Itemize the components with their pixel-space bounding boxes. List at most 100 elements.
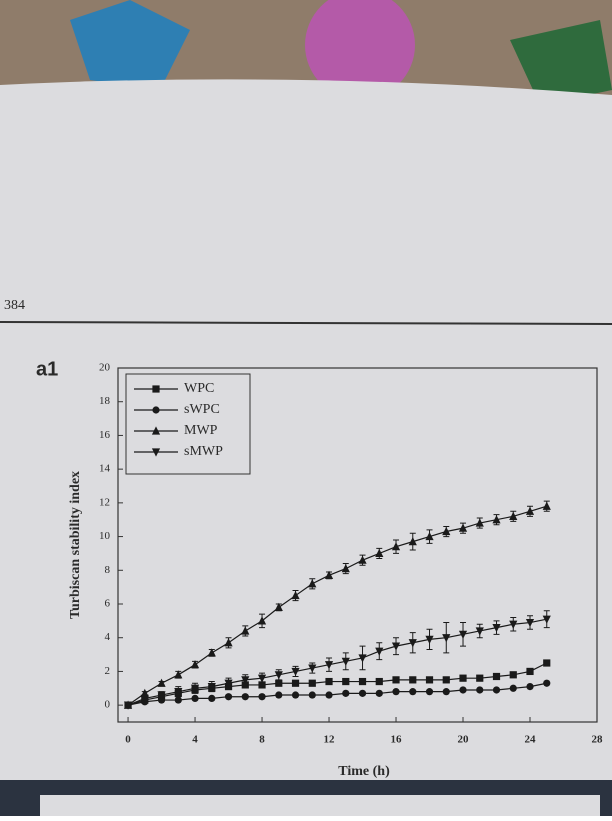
- y-tick-label: 10: [99, 530, 111, 542]
- marker: [425, 676, 434, 684]
- marker: [509, 620, 518, 629]
- y-tick-label: 0: [105, 699, 111, 711]
- marker: [476, 686, 484, 694]
- marker: [425, 635, 434, 644]
- marker: [542, 615, 551, 624]
- decor: [305, 0, 415, 100]
- marker: [408, 639, 417, 648]
- marker: [375, 677, 383, 686]
- marker: [151, 426, 161, 435]
- marker: [392, 676, 400, 684]
- marker: [151, 448, 161, 457]
- x-tick-label: 8: [259, 734, 265, 746]
- x-axis-label: Time (h): [338, 764, 390, 779]
- marker: [325, 677, 333, 686]
- marker: [325, 691, 333, 699]
- marker: [342, 689, 350, 697]
- marker: [190, 660, 200, 669]
- marker: [174, 670, 183, 679]
- marker: [492, 686, 501, 694]
- marker: [358, 654, 367, 663]
- marker: [425, 688, 434, 696]
- legend-label: sWPC: [184, 402, 220, 417]
- marker: [275, 679, 283, 687]
- marker: [459, 674, 467, 682]
- y-tick-label: 20: [99, 362, 111, 374]
- marker: [224, 679, 233, 688]
- marker: [391, 542, 401, 551]
- marker: [308, 579, 317, 588]
- marker: [208, 694, 216, 703]
- marker: [543, 659, 551, 667]
- x-tick-label: 20: [458, 734, 470, 746]
- marker: [526, 667, 534, 676]
- marker: [291, 667, 300, 677]
- marker: [475, 627, 484, 636]
- x-tick-label: 12: [324, 734, 336, 746]
- panel-label: a1: [36, 358, 58, 380]
- marker: [207, 648, 216, 657]
- y-axis-label: Turbiscan stability index: [68, 471, 83, 619]
- marker: [174, 696, 182, 704]
- marker: [123, 701, 133, 710]
- decor: [70, 0, 190, 90]
- marker: [257, 674, 267, 683]
- marker: [525, 506, 535, 515]
- legend-label: WPC: [184, 381, 214, 396]
- marker: [308, 679, 316, 687]
- marker: [458, 523, 468, 532]
- marker: [492, 672, 501, 681]
- marker: [509, 511, 518, 520]
- x-tick-label: 0: [125, 734, 131, 746]
- marker: [409, 676, 417, 684]
- marker: [459, 686, 467, 694]
- marker: [274, 602, 283, 611]
- marker: [492, 515, 501, 524]
- legend-box: [125, 373, 251, 475]
- marker: [391, 642, 401, 651]
- marker: [442, 634, 451, 643]
- marker: [358, 689, 367, 697]
- marker: [392, 688, 400, 696]
- marker: [509, 671, 517, 679]
- marker: [241, 693, 249, 701]
- marker: [140, 694, 149, 703]
- marker: [458, 630, 468, 639]
- marker: [358, 677, 367, 686]
- marker: [475, 518, 484, 527]
- marker: [341, 657, 350, 666]
- rule: [0, 321, 612, 325]
- marker: [542, 501, 551, 510]
- marker: [409, 688, 417, 696]
- decor: [510, 20, 612, 105]
- y-tick-label: 2: [105, 665, 111, 677]
- marker: [152, 385, 160, 393]
- marker: [358, 555, 367, 564]
- marker: [152, 406, 160, 414]
- series-line: [127, 505, 547, 706]
- marker: [526, 683, 534, 691]
- marker: [509, 684, 517, 692]
- y-tick-label: 4: [105, 631, 111, 643]
- marker: [442, 688, 450, 696]
- marker: [543, 679, 551, 687]
- marker: [525, 618, 535, 628]
- marker: [157, 678, 166, 687]
- marker: [408, 537, 417, 546]
- y-tick-label: 18: [99, 395, 111, 407]
- marker: [157, 691, 166, 700]
- marker: [375, 647, 384, 656]
- marker: [425, 531, 434, 541]
- y-tick-label: 6: [105, 598, 111, 610]
- marker: [275, 691, 283, 699]
- paper: [0, 79, 612, 816]
- marker: [308, 691, 316, 699]
- marker: [291, 691, 300, 699]
- marker: [191, 694, 199, 703]
- marker: [241, 626, 250, 635]
- x-tick-label: 16: [391, 734, 403, 746]
- marker: [442, 526, 451, 536]
- marker: [190, 684, 200, 693]
- marker: [224, 638, 233, 647]
